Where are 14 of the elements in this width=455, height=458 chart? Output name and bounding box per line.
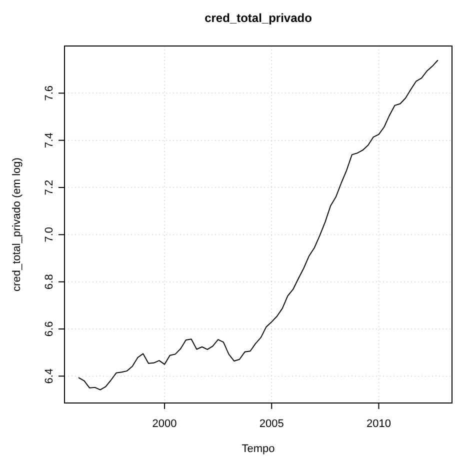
y-axis-title: cred_total_privado (em log) <box>11 158 23 292</box>
x-tick-label: 2010 <box>366 418 391 430</box>
y-tick-label: 6.4 <box>44 368 56 384</box>
chart-title: cred_total_privado <box>204 11 312 25</box>
x-tick-label: 2000 <box>152 418 177 430</box>
y-tick-label: 7.2 <box>44 180 56 196</box>
x-tick-label: 2005 <box>259 418 284 430</box>
x-axis-title: Tempo <box>242 443 275 455</box>
y-tick-label: 7.4 <box>44 132 56 148</box>
y-tick-label: 7.0 <box>44 226 56 242</box>
line-series <box>78 60 438 390</box>
y-tick-label: 6.8 <box>44 274 56 290</box>
y-tick-label: 7.6 <box>44 86 56 101</box>
y-tick-label: 6.6 <box>44 321 56 337</box>
